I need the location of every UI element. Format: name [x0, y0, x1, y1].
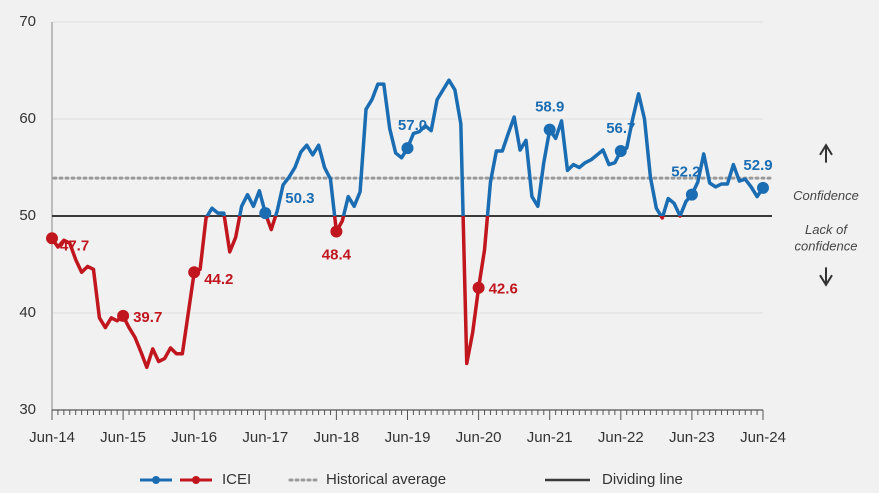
- x-tick-label: Jun-21: [527, 429, 573, 446]
- legend-swatch: [192, 476, 200, 484]
- annotation: Confidence: [793, 188, 859, 203]
- x-tick-label: Jun-16: [171, 429, 217, 446]
- annotation: Lack of: [805, 222, 848, 237]
- point-marker: [330, 225, 343, 238]
- value-label: 58.9: [535, 99, 564, 116]
- y-tick-label: 70: [19, 13, 36, 30]
- point-marker: [472, 281, 485, 294]
- value-label: 56.7: [606, 120, 635, 137]
- x-tick-label: Jun-14: [29, 429, 75, 446]
- y-tick-label: 60: [19, 110, 36, 127]
- x-tick-label: Jun-22: [598, 429, 644, 446]
- point-marker: [614, 145, 627, 158]
- value-label: 52.9: [743, 157, 772, 174]
- arrow-down: [819, 267, 833, 287]
- value-label: 44.2: [204, 271, 233, 288]
- legend-label: Dividing line: [602, 471, 683, 488]
- point-marker: [757, 181, 769, 194]
- value-label: 39.7: [133, 309, 162, 326]
- point-marker: [543, 123, 556, 136]
- legend-label: ICEI: [222, 471, 251, 488]
- x-tick-label: Jun-18: [313, 429, 359, 446]
- point-marker: [401, 142, 414, 155]
- legend-swatch: [152, 476, 160, 484]
- x-tick-label: Jun-19: [385, 429, 431, 446]
- arrow-up: [819, 143, 833, 163]
- x-tick-label: Jun-23: [669, 429, 715, 446]
- x-tick-label: Jun-24: [740, 429, 786, 446]
- annotation: confidence: [795, 238, 858, 253]
- point-marker: [117, 309, 130, 322]
- value-label: 42.6: [489, 281, 518, 298]
- point-marker: [259, 207, 272, 220]
- point-marker: [685, 188, 698, 201]
- y-tick-label: 50: [19, 207, 36, 224]
- x-tick-label: Jun-15: [100, 429, 146, 446]
- value-label: 48.4: [322, 246, 352, 263]
- point-marker: [46, 232, 58, 245]
- y-tick-label: 30: [19, 401, 36, 418]
- value-label: 47.7: [60, 237, 89, 254]
- value-label: 52.2: [671, 164, 700, 181]
- legend-label: Historical average: [326, 471, 446, 488]
- value-label: 50.3: [285, 190, 314, 207]
- x-tick-label: Jun-20: [456, 429, 502, 446]
- x-tick-label: Jun-17: [242, 429, 288, 446]
- y-tick-label: 40: [19, 304, 36, 321]
- point-marker: [188, 266, 201, 279]
- value-label: 57.0: [398, 117, 427, 134]
